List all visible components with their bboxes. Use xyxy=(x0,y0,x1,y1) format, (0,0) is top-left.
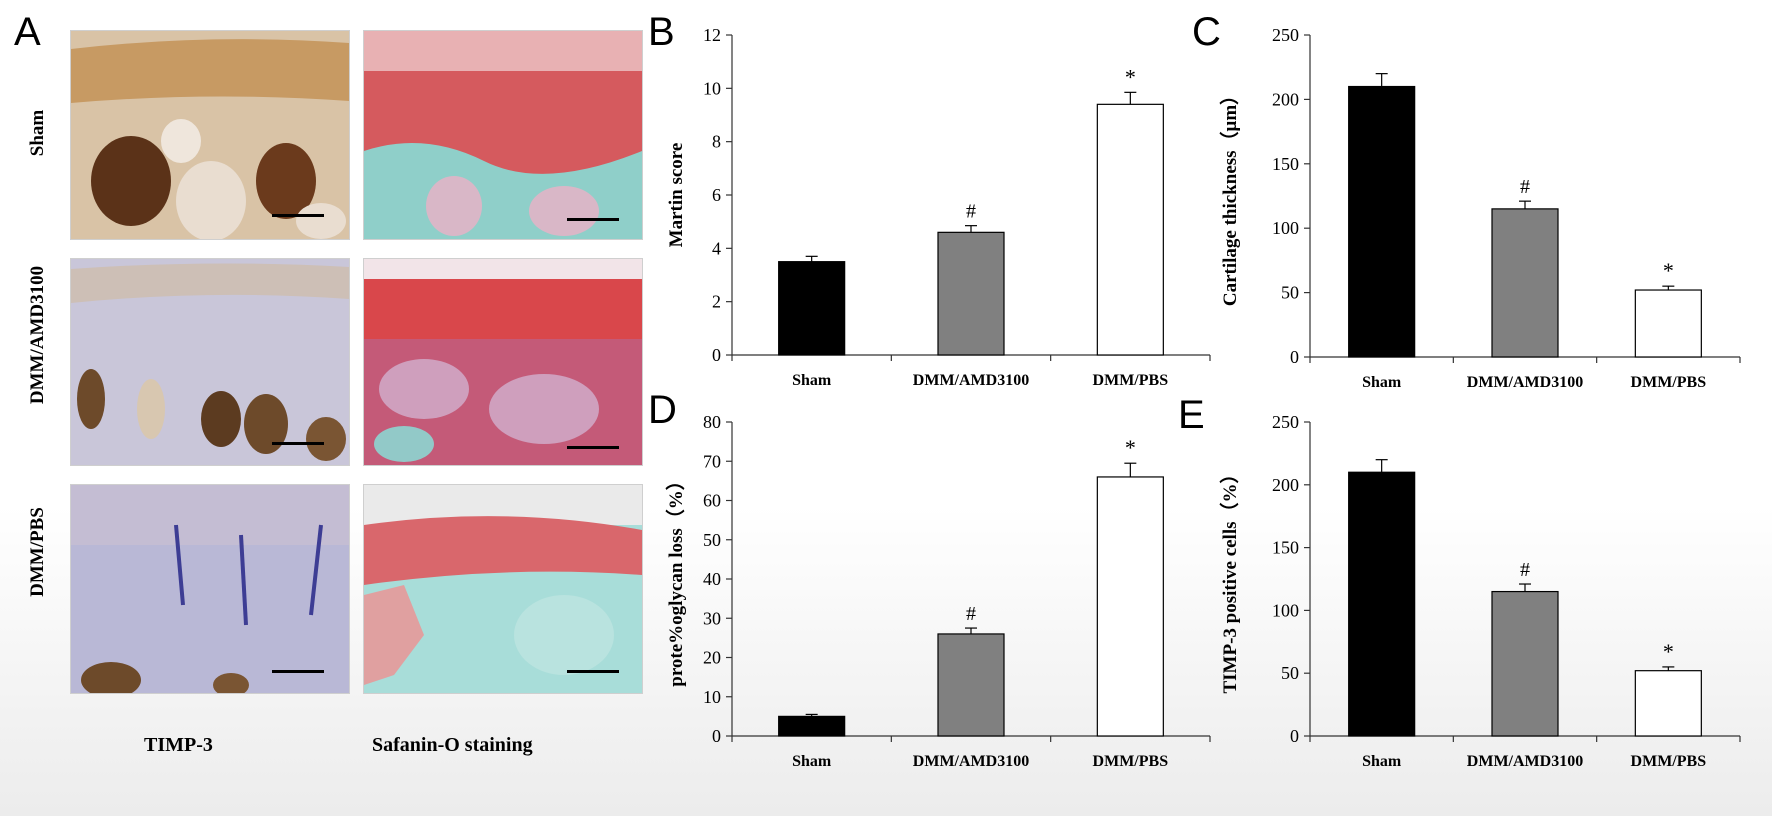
panel-letter-a: A xyxy=(14,10,41,54)
y-tick-label: 2 xyxy=(712,292,721,312)
y-tick-label: 0 xyxy=(712,726,721,746)
x-tick-label: Sham xyxy=(1362,374,1402,391)
significance-marker: * xyxy=(1125,435,1136,460)
y-tick-label: 0 xyxy=(1290,726,1299,746)
scale-bar xyxy=(567,446,619,449)
row-label-dmm-amd3100: DMM/AMD3100 xyxy=(27,265,48,405)
scale-bar xyxy=(272,670,324,673)
bar xyxy=(778,715,846,737)
y-tick-label: 150 xyxy=(1272,154,1299,174)
bar xyxy=(1634,289,1702,358)
y-tick-label: 50 xyxy=(1281,283,1299,303)
micrograph-safranin-dmm-amd3100 xyxy=(363,258,643,466)
y-tick-label: 200 xyxy=(1272,475,1299,495)
bar xyxy=(1096,103,1164,356)
scale-bar xyxy=(272,214,324,217)
y-tick-label: 12 xyxy=(703,25,721,45)
x-tick-label: DMM/AMD3100 xyxy=(913,372,1029,389)
micrograph-safranin-dmm-pbs xyxy=(363,484,643,694)
bar xyxy=(778,261,846,356)
chart-martin-score: 0 2 4 6 8 10 12 Sham # DMM/AMD3100 * DMM/PBS Martin … xyxy=(666,25,1211,389)
micrograph-timp3-sham xyxy=(70,30,350,240)
significance-marker: # xyxy=(966,603,976,625)
y-tick-label: 250 xyxy=(1272,25,1299,45)
y-tick-label: 20 xyxy=(703,648,721,668)
significance-marker: * xyxy=(1125,64,1136,89)
y-tick-label: 40 xyxy=(703,569,721,589)
bar xyxy=(937,231,1005,356)
y-tick-label: 4 xyxy=(712,238,721,258)
panel-letter-e: E xyxy=(1178,393,1205,437)
y-tick-label: 150 xyxy=(1272,538,1299,558)
bar xyxy=(1348,85,1416,358)
y-axis-label: Martin score xyxy=(666,143,687,248)
x-tick-label: Sham xyxy=(792,372,832,389)
chart-timp3-positive-cells: 0 50 100 150 200 250 Sham # DMM/AMD3100 * DMM/PBS T… xyxy=(1218,412,1741,770)
scale-bar xyxy=(567,218,619,221)
y-axis-label: TIMP-3 positive cells（%） xyxy=(1218,464,1241,693)
scale-bar xyxy=(567,670,619,673)
x-tick-label: DMM/PBS xyxy=(1631,374,1707,391)
panel-letter-d: D xyxy=(648,388,677,432)
x-tick-label: DMM/AMD3100 xyxy=(1467,374,1583,391)
y-tick-label: 100 xyxy=(1272,218,1299,238)
significance-marker: * xyxy=(1663,258,1674,283)
x-tick-label: DMM/PBS xyxy=(1093,372,1169,389)
micrograph-timp3-dmm-pbs xyxy=(70,484,350,694)
row-label-dmm-pbs: DMM/PBS xyxy=(27,507,48,597)
y-tick-label: 70 xyxy=(703,451,721,471)
y-tick-label: 0 xyxy=(1290,347,1299,367)
col-label-timp3: TIMP-3 xyxy=(144,734,213,756)
y-tick-label: 10 xyxy=(703,78,721,98)
micrograph-safranin-sham xyxy=(363,30,643,240)
y-axis-label: Cartilage thickness（μm） xyxy=(1218,86,1241,306)
y-axis-label: prote%oglycan loss（%） xyxy=(664,471,687,687)
x-tick-label: DMM/PBS xyxy=(1631,753,1707,770)
bar xyxy=(1096,476,1164,737)
y-tick-label: 30 xyxy=(703,608,721,628)
bar xyxy=(937,633,1005,737)
y-tick-label: 60 xyxy=(703,491,721,511)
significance-marker: # xyxy=(1520,559,1530,581)
x-tick-label: DMM/AMD3100 xyxy=(913,753,1029,770)
y-tick-label: 6 xyxy=(712,185,721,205)
panel-letter-b: B xyxy=(648,10,675,54)
y-tick-label: 200 xyxy=(1272,89,1299,109)
x-tick-label: Sham xyxy=(1362,753,1402,770)
y-tick-label: 250 xyxy=(1272,412,1299,432)
y-tick-label: 50 xyxy=(1281,663,1299,683)
significance-marker: * xyxy=(1663,639,1674,664)
col-label-safranin: Safanin-O staining xyxy=(372,734,533,756)
y-tick-label: 80 xyxy=(703,412,721,432)
chart-proteoglycan-loss: 0 10 20 30 40 50 60 70 80 Sham # DMM/AMD3100 * DMM/PB… xyxy=(664,412,1211,770)
scale-bar xyxy=(272,442,324,445)
y-tick-label: 0 xyxy=(712,345,721,365)
y-tick-label: 100 xyxy=(1272,600,1299,620)
bar xyxy=(1634,670,1702,737)
y-tick-label: 10 xyxy=(703,687,721,707)
significance-marker: # xyxy=(966,201,976,223)
bar xyxy=(1348,471,1416,737)
x-tick-label: DMM/AMD3100 xyxy=(1467,753,1583,770)
significance-marker: # xyxy=(1520,176,1530,198)
x-tick-label: Sham xyxy=(792,753,832,770)
row-label-sham: Sham xyxy=(27,109,48,157)
panel-letter-c: C xyxy=(1192,10,1221,54)
bar xyxy=(1491,208,1559,358)
micrograph-timp3-dmm-amd3100 xyxy=(70,258,350,466)
y-tick-label: 8 xyxy=(712,132,721,152)
chart-cartilage-thickness: 0 50 100 150 200 250 Sham # DMM/AMD3100 * DMM/PBS C… xyxy=(1218,25,1741,391)
bar xyxy=(1491,590,1559,737)
y-tick-label: 50 xyxy=(703,530,721,550)
x-tick-label: DMM/PBS xyxy=(1093,753,1169,770)
